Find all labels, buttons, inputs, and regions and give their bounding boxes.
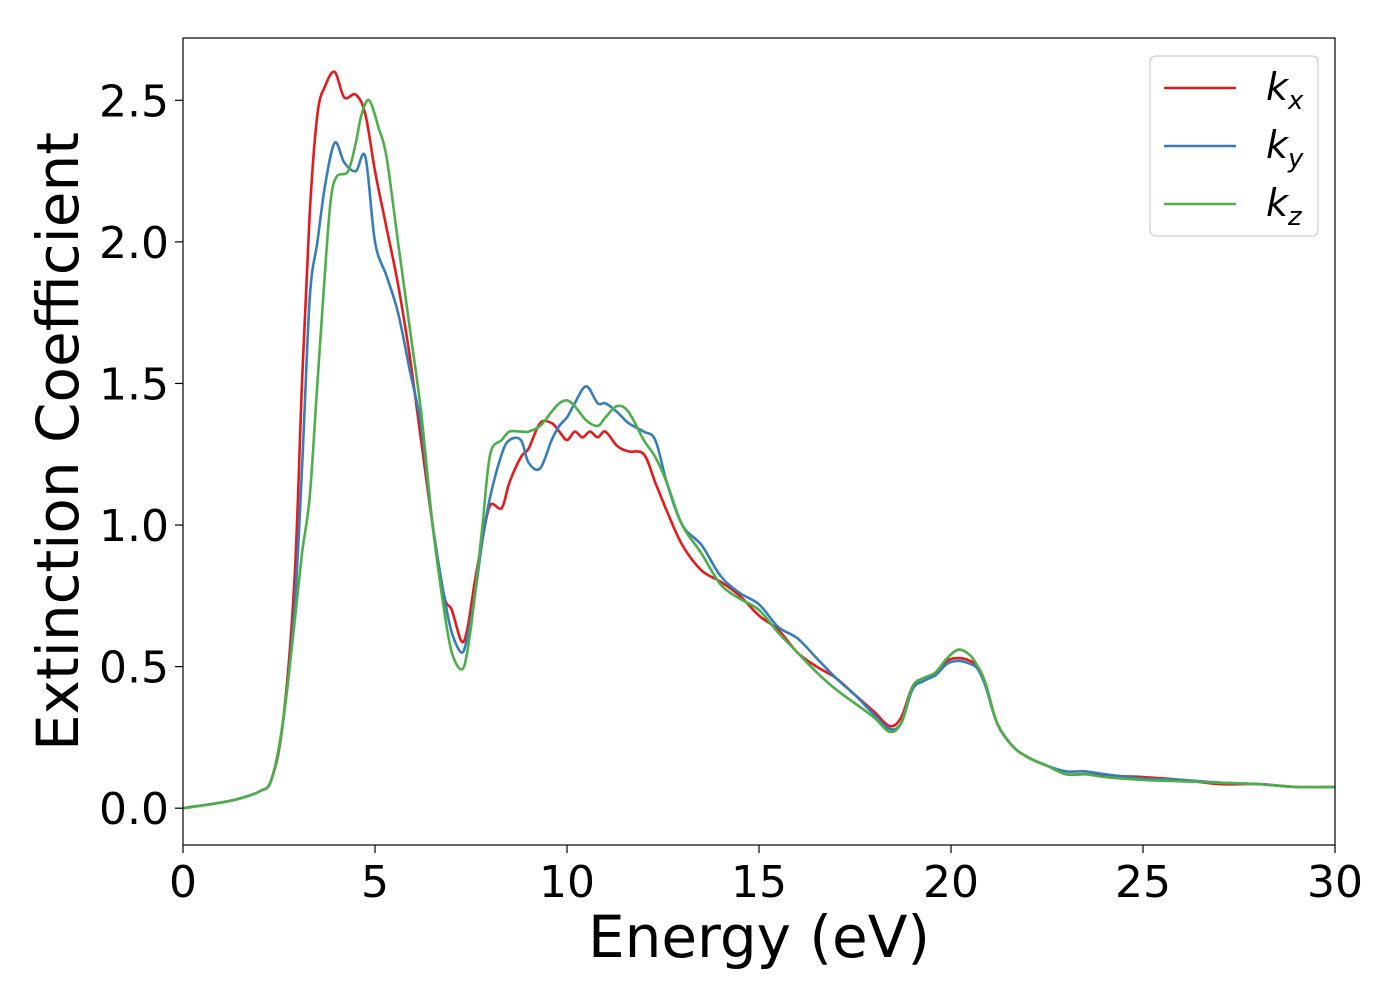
y-axis-label: Extinction Coefficient xyxy=(24,132,92,751)
x-tick-label: 5 xyxy=(361,857,389,908)
legend-label-subscript: y xyxy=(1287,144,1304,174)
y-tick-label: 0.0 xyxy=(99,784,169,835)
y-tick-label: 1.0 xyxy=(99,501,169,552)
x-tick-label: 0 xyxy=(169,857,197,908)
legend-label-subscript: x xyxy=(1287,86,1304,116)
legend-label-subscript: z xyxy=(1287,202,1303,232)
legend-label-main: k xyxy=(1266,181,1290,225)
series-layer xyxy=(183,70,1335,810)
x-tick-label: 25 xyxy=(1115,857,1171,908)
y-tick-label: 2.0 xyxy=(99,218,169,269)
legend-label-main: k xyxy=(1266,123,1290,167)
x-axis-ticks: 0 5 10 15 20 25 30 xyxy=(169,845,1363,908)
y-tick-label: 2.5 xyxy=(99,76,169,127)
legend-label-main: k xyxy=(1266,65,1290,109)
x-tick-label: 10 xyxy=(539,857,595,908)
legend-label-ky: ky xyxy=(1266,123,1304,174)
x-tick-label: 20 xyxy=(923,857,979,908)
legend-label-kz: kz xyxy=(1266,181,1303,232)
series-line-kz xyxy=(183,98,1335,810)
x-tick-label: 15 xyxy=(731,857,787,908)
y-axis-ticks: 0.0 0.5 1.0 1.5 2.0 2.5 xyxy=(99,76,183,835)
x-tick-label: 30 xyxy=(1307,857,1363,908)
x-axis-label: Energy (eV) xyxy=(588,903,930,971)
series-line-ky xyxy=(183,141,1335,810)
y-tick-label: 1.5 xyxy=(99,359,169,410)
y-tick-label: 0.5 xyxy=(99,643,169,694)
legend-label-kx: kx xyxy=(1266,65,1304,116)
